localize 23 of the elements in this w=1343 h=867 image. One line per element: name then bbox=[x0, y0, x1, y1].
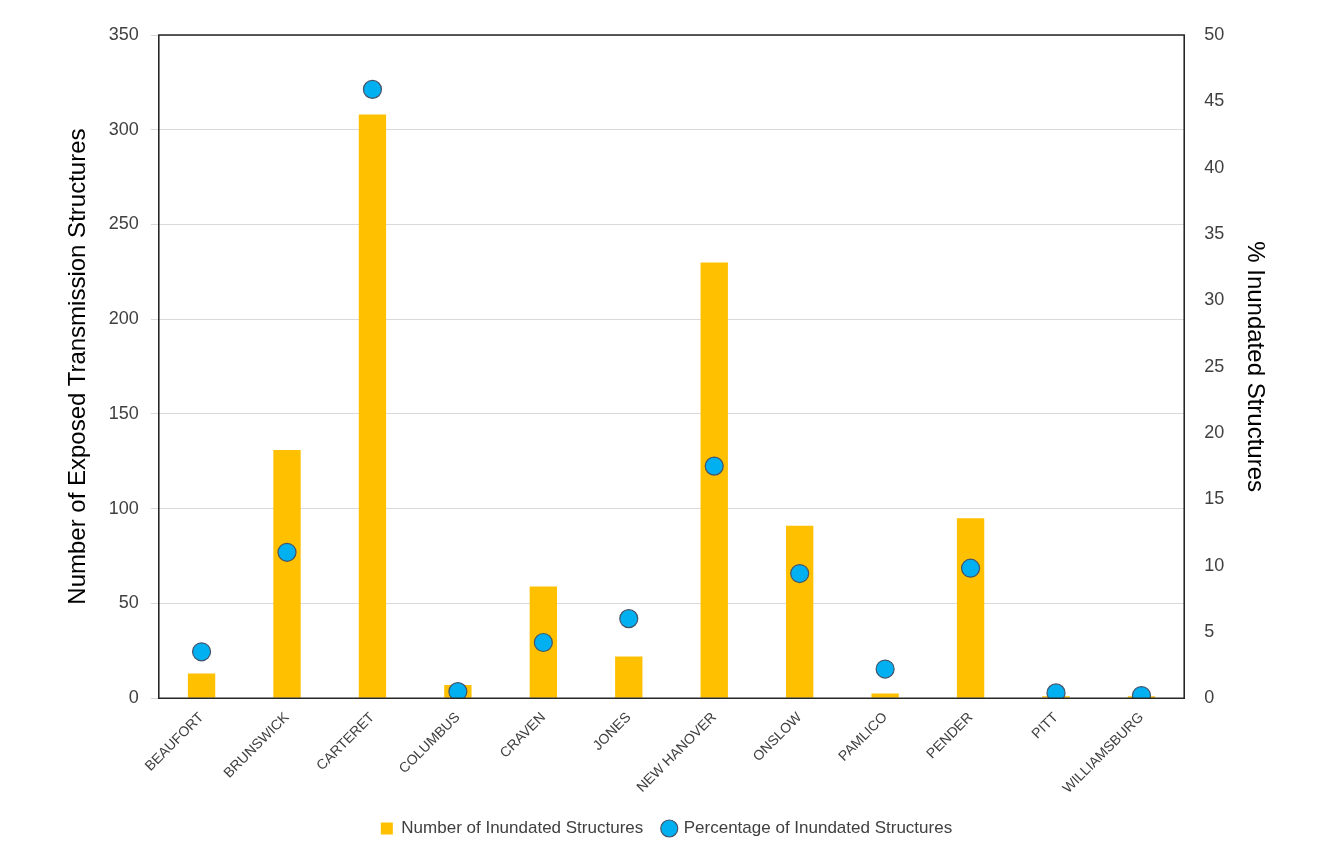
y-tick-label: 100 bbox=[108, 497, 139, 518]
y-axis-title: Number of Exposed Transmission Structures bbox=[63, 128, 91, 605]
y2-tick-label: 10 bbox=[1204, 554, 1225, 575]
y-tick-label: 150 bbox=[108, 402, 139, 423]
y2-tick-label: 45 bbox=[1204, 90, 1225, 111]
y2-tick-label: 15 bbox=[1204, 488, 1225, 509]
y2-tick-label: 20 bbox=[1204, 421, 1225, 442]
legend-label: Percentage of Inundated Structures bbox=[683, 818, 953, 838]
y2-tick-label: 25 bbox=[1204, 355, 1225, 376]
y-tick-label: 250 bbox=[108, 213, 139, 234]
y-tick-label: 200 bbox=[108, 308, 139, 329]
y-tick-label: 300 bbox=[108, 118, 139, 139]
y-tick-label: 350 bbox=[108, 23, 139, 44]
y2-tick-label: 35 bbox=[1204, 222, 1225, 243]
y2-tick-label: 30 bbox=[1204, 289, 1225, 310]
y2-tick-label: 5 bbox=[1204, 620, 1215, 641]
y-tick-label: 50 bbox=[118, 592, 139, 613]
y2-axis-title: % Inundated Structures bbox=[1242, 241, 1270, 493]
y2-tick-label: 0 bbox=[1204, 687, 1215, 708]
y-tick-label: 0 bbox=[128, 687, 139, 708]
y2-tick-label: 50 bbox=[1204, 23, 1225, 44]
y2-tick-label: 40 bbox=[1204, 156, 1225, 177]
legend-label: Number of Inundated Structures bbox=[401, 818, 644, 838]
